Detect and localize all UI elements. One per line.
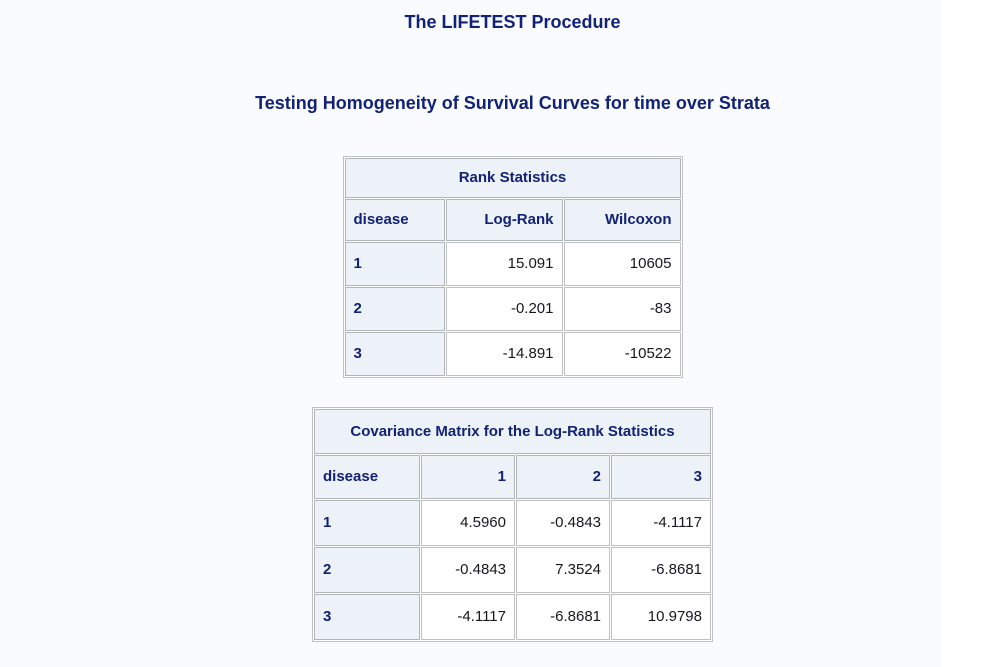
data-cell: -4.1117	[611, 500, 711, 546]
table-row: 2 -0.201 -83	[344, 287, 681, 331]
data-cell: -0.4843	[516, 500, 610, 546]
rank-table-title: Rank Statistics	[344, 158, 681, 198]
row-header: 1	[344, 242, 445, 286]
row-header: 2	[314, 547, 420, 593]
procedure-title: The LIFETEST Procedure	[404, 12, 621, 32]
table-row: 1 4.5960 -0.4843 -4.1117	[314, 500, 711, 546]
column-header-3: 3	[611, 455, 711, 499]
column-header-log-rank: Log-Rank	[445, 199, 563, 241]
rank-statistics-table: Rank Statistics disease Log-Rank Wilcoxo…	[342, 156, 683, 378]
column-header-2: 2	[516, 455, 610, 499]
column-header-disease: disease	[314, 455, 420, 499]
row-header: 3	[314, 594, 420, 640]
data-cell: -0.4843	[421, 547, 515, 593]
data-cell: -10522	[563, 332, 681, 376]
table-row: 3 -14.891 -10522	[344, 332, 681, 376]
row-header: 3	[344, 332, 445, 376]
table-row: 2 -0.4843 7.3524 -6.8681	[314, 547, 711, 593]
sas-results-output: The LIFETEST Procedure Testing Homogenei…	[255, 12, 770, 642]
column-header-wilcoxon: Wilcoxon	[563, 199, 681, 241]
column-header-row: disease Log-Rank Wilcoxon	[344, 199, 681, 241]
data-cell: -6.8681	[516, 594, 610, 640]
table-caption-row: Rank Statistics	[344, 158, 681, 198]
analysis-subtitle: Testing Homogeneity of Survival Curves f…	[255, 93, 770, 113]
data-cell: 10.9798	[611, 594, 711, 640]
data-cell: -4.1117	[421, 594, 515, 640]
results-content: The LIFETEST Procedure Testing Homogenei…	[255, 12, 770, 642]
data-cell: -0.201	[445, 287, 563, 331]
data-cell: -6.8681	[611, 547, 711, 593]
data-cell: 7.3524	[516, 547, 610, 593]
row-header: 1	[314, 500, 420, 546]
data-cell: -83	[563, 287, 681, 331]
data-cell: 10605	[563, 242, 681, 286]
column-header-1: 1	[421, 455, 515, 499]
data-cell: 4.5960	[421, 500, 515, 546]
data-cell: -14.891	[445, 332, 563, 376]
covariance-table-title: Covariance Matrix for the Log-Rank Stati…	[314, 409, 711, 454]
row-header: 2	[344, 287, 445, 331]
covariance-matrix-table: Covariance Matrix for the Log-Rank Stati…	[312, 407, 713, 642]
table-caption-row: Covariance Matrix for the Log-Rank Stati…	[314, 409, 711, 454]
covariance-table-title-text: Covariance Matrix for the Log-Rank Stati…	[350, 423, 675, 440]
table-row: 3 -4.1117 -6.8681 10.9798	[314, 594, 711, 640]
table-row: 1 15.091 10605	[344, 242, 681, 286]
column-header-row: disease 1 2 3	[314, 455, 711, 499]
column-header-disease: disease	[344, 199, 445, 241]
data-cell: 15.091	[445, 242, 563, 286]
